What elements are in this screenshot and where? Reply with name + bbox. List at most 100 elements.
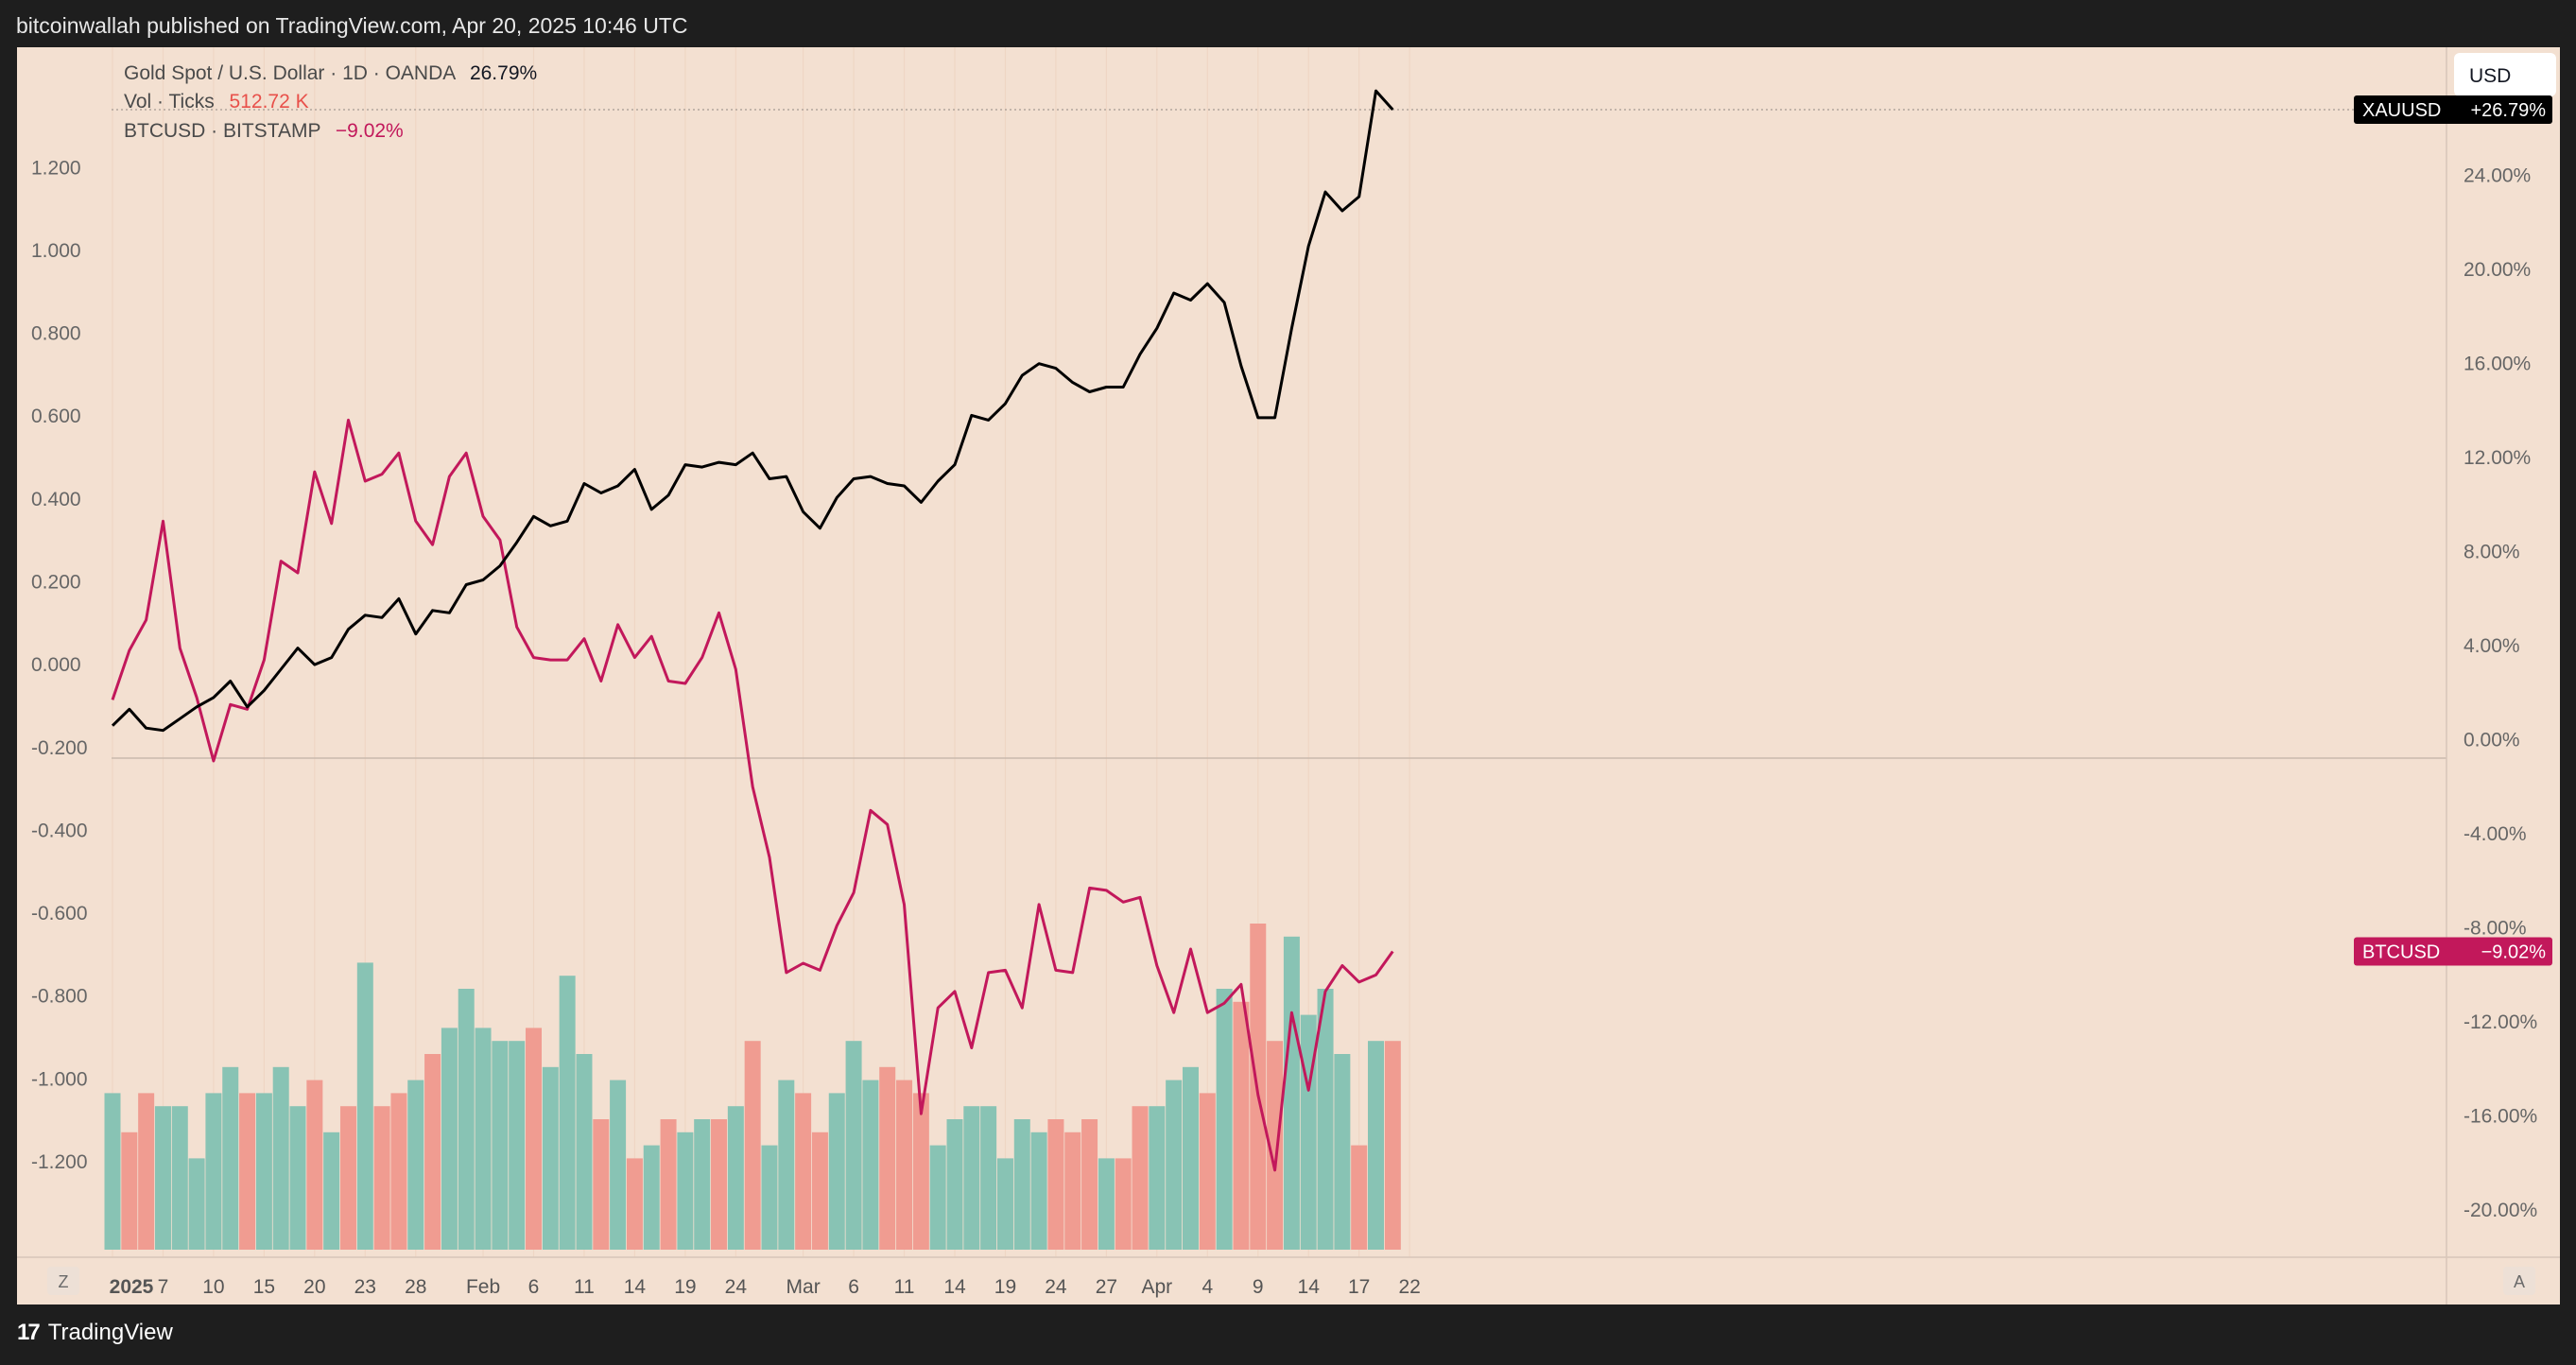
volume-bar: [1233, 1001, 1250, 1250]
volume-bar: [1098, 1158, 1115, 1250]
x-tick-label: Feb: [466, 1276, 500, 1298]
volume-bar: [239, 1093, 256, 1250]
tradingview-logo[interactable]: 17 TradingView: [17, 1320, 173, 1346]
left-axis[interactable]: 1.200 1.000 0.800 0.600 0.400 0.200 0.000 -0.20…: [31, 157, 88, 1173]
volume-bar: [811, 1132, 828, 1250]
right-axis[interactable]: 24.00% 20.00% 16.00% 12.00% 8.00% 4.00% 0.00% -…: [2464, 165, 2537, 1222]
x-tick-label: 22: [1398, 1276, 1420, 1298]
left-tick-label: 0.000: [31, 654, 81, 676]
legend-btc-name: BTCUSD · BITSTAMP: [124, 120, 320, 142]
right-tick-label: -4.00%: [2464, 823, 2527, 845]
volume-bar: [845, 1041, 862, 1250]
volume-bar: [339, 1106, 356, 1250]
volume-bar: [171, 1106, 188, 1250]
right-tick-label: 20.00%: [2464, 259, 2531, 281]
volume-bar: [1081, 1119, 1098, 1250]
currency-button[interactable]: USD: [2454, 53, 2556, 96]
volume-bar: [660, 1119, 677, 1250]
left-tick-label: -0.800: [31, 986, 88, 1008]
z-button-label[interactable]: Z: [59, 1272, 69, 1291]
right-tick-label: 0.00%: [2464, 730, 2520, 752]
volume-bar: [424, 1054, 441, 1250]
volume-bar: [1064, 1132, 1081, 1250]
volume-bar: [1013, 1119, 1030, 1250]
chart-svg[interactable]: 24.00% 20.00% 16.00% 12.00% 8.00% 4.00% 0.00% -…: [17, 47, 2560, 1305]
x-tick-label: 6: [848, 1276, 859, 1298]
chart-frame: 24.00% 20.00% 16.00% 12.00% 8.00% 4.00% 0.00% -…: [17, 47, 2560, 1305]
left-tick-label: -1.000: [31, 1068, 88, 1090]
volume-bar: [1199, 1093, 1216, 1250]
time-axis[interactable]: 2025 7 10 15 20 23 28 Feb 6 11 14 19 24 Mar 6 11 14 19 24 2…: [110, 1276, 1421, 1298]
volume-bar: [879, 1066, 896, 1250]
currency-button-label[interactable]: USD: [2469, 65, 2511, 87]
btc-line: [111, 418, 1394, 1172]
volume-bar: [373, 1106, 390, 1250]
volume-bar: [441, 1028, 458, 1250]
volume-bar: [912, 1093, 929, 1250]
x-tick-label: 20: [303, 1276, 325, 1298]
a-button-label[interactable]: A: [2514, 1272, 2525, 1291]
volume-bar: [1351, 1145, 1368, 1250]
volume-bar: [1030, 1132, 1047, 1250]
volume-bar: [1149, 1106, 1166, 1250]
gold-price-label: XAUUSD +26.79%: [2354, 95, 2552, 124]
legend-vol[interactable]: Vol · Ticks 512.72 K: [124, 91, 309, 112]
auto-scale-button-right[interactable]: A: [2503, 1267, 2535, 1295]
right-tick-label: 12.00%: [2464, 447, 2531, 469]
volume-bar: [121, 1132, 138, 1250]
volume-bar: [1317, 989, 1334, 1250]
volume-bar: [492, 1041, 509, 1250]
x-tick-label: 10: [202, 1276, 224, 1298]
volume-bar: [946, 1119, 963, 1250]
left-tick-label: 0.200: [31, 572, 81, 594]
btc-label-symbol: BTCUSD: [2362, 942, 2440, 963]
volume-bar: [356, 962, 373, 1250]
left-tick-label: 1.000: [31, 240, 81, 262]
legend-btc[interactable]: BTCUSD · BITSTAMP −9.02%: [124, 120, 404, 142]
published-text: bitcoinwallah published on TradingView.c…: [16, 13, 688, 38]
volume-bar: [1115, 1158, 1132, 1250]
gold-label-value: +26.79%: [2470, 100, 2546, 121]
legend-gold-name: Gold Spot / U.S. Dollar · 1D · OANDA: [124, 62, 456, 84]
volume-bar: [1283, 936, 1300, 1250]
x-tick-label: 27: [1096, 1276, 1117, 1298]
legend-gold[interactable]: Gold Spot / U.S. Dollar · 1D · OANDA 26.…: [124, 62, 537, 84]
volume-bar: [744, 1041, 761, 1250]
volume-bar: [154, 1106, 171, 1250]
volume-bar: [390, 1093, 407, 1250]
volume-bar: [677, 1132, 694, 1250]
volume-bar: [761, 1145, 778, 1250]
volume-bar: [559, 976, 576, 1250]
volume-bar: [1267, 1041, 1284, 1250]
x-tick-label: 9: [1253, 1276, 1264, 1298]
volume-bar: [610, 1080, 627, 1250]
tradingview-brand-text: TradingView: [47, 1320, 173, 1345]
volume-bar: [1166, 1080, 1183, 1250]
volume-bar: [896, 1080, 913, 1250]
left-tick-label: -1.200: [31, 1151, 88, 1173]
volume-bar: [458, 989, 475, 1250]
x-tick-label: 15: [253, 1276, 275, 1298]
x-tick-label: 14: [1298, 1276, 1321, 1298]
left-tick-label: 0.400: [31, 489, 81, 510]
volume-bar: [1182, 1066, 1199, 1250]
x-tick-label: Apr: [1141, 1276, 1172, 1298]
legend-vol-name: Vol · Ticks: [124, 91, 215, 112]
gold-line: [111, 89, 1394, 733]
left-tick-label: -0.200: [31, 737, 88, 759]
volume-bar: [929, 1145, 946, 1250]
vertical-grid: [112, 47, 1410, 1257]
volume-bar: [509, 1041, 526, 1250]
x-tick-label: 7: [158, 1276, 169, 1298]
volume-bar: [542, 1066, 559, 1250]
volume-bar: [306, 1080, 323, 1250]
legend-vol-value: 512.72 K: [230, 91, 309, 112]
auto-scale-button-left[interactable]: Z: [47, 1267, 79, 1295]
volume-bar: [643, 1145, 660, 1250]
x-tick-label: 17: [1348, 1276, 1370, 1298]
volume-bar: [963, 1106, 980, 1250]
volume-bar: [323, 1132, 340, 1250]
volume-bar: [1047, 1119, 1064, 1250]
x-tick-label: 11: [894, 1276, 915, 1298]
volume-bar: [289, 1106, 306, 1250]
